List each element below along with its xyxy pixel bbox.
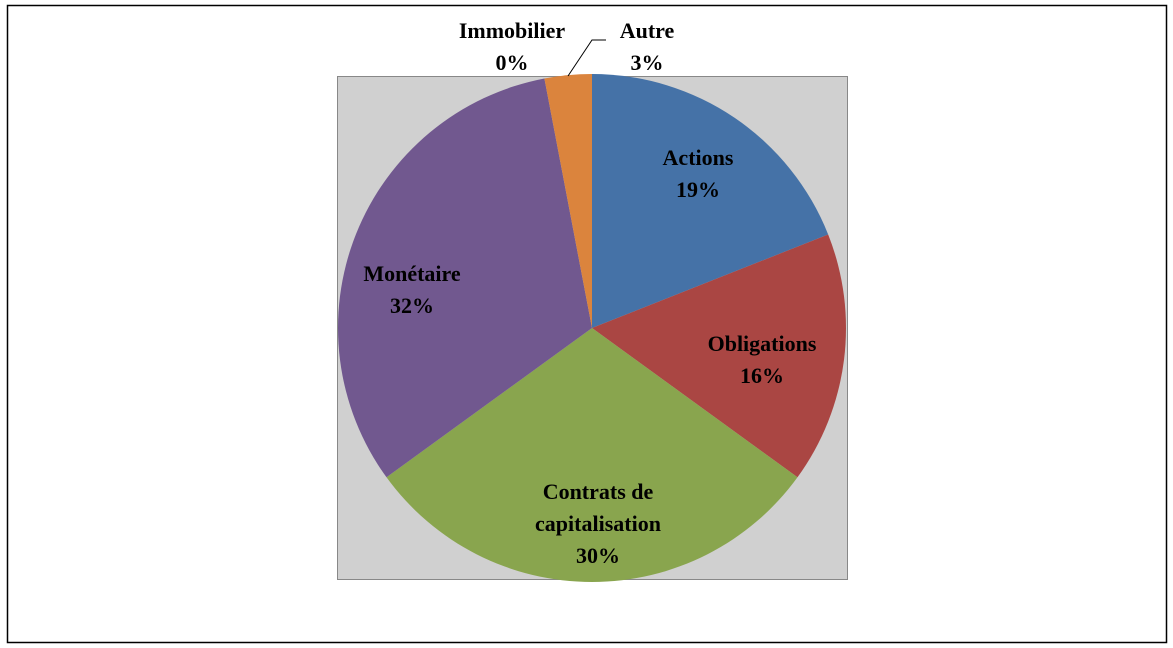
data-label: Actions 19% (608, 142, 788, 206)
pie-slice (592, 74, 829, 328)
category-label: Autre (619, 18, 675, 43)
pie-slice (337, 78, 592, 478)
data-label: Obligations 16% (672, 328, 852, 392)
data-label: Monétaire 32% (322, 258, 502, 322)
data-label: Immobilier 0% (422, 15, 602, 79)
category-label: Contrats de capitalisation (535, 479, 661, 536)
pie-slice (544, 74, 592, 328)
data-label: Contrats de capitalisation 30% (508, 476, 688, 572)
pie-slice (592, 234, 846, 478)
value-label: 30% (576, 543, 620, 568)
category-label: Obligations (707, 331, 817, 356)
category-label: Immobilier (458, 18, 566, 43)
category-label: Actions (662, 145, 734, 170)
category-label: Monétaire (363, 261, 461, 286)
value-label: 32% (390, 293, 434, 318)
value-label: 0% (495, 50, 529, 75)
value-label: 19% (676, 177, 720, 202)
leader-line (567, 39, 606, 77)
pie-slice (386, 328, 798, 582)
pie (337, 74, 846, 582)
value-label: 3% (630, 50, 664, 75)
data-label: Autre 3% (557, 15, 737, 79)
value-label: 16% (740, 363, 784, 388)
